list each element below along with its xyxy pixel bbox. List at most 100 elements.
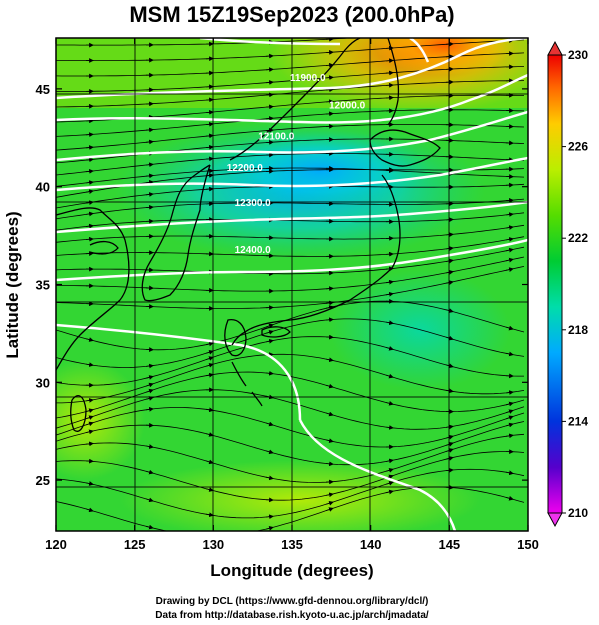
streamline-arrow [205,356,214,361]
lat-lon-grid [56,38,528,531]
streamline-arrow [265,421,274,427]
streamline-arrow [385,425,394,430]
streamline-arrow [85,421,94,427]
streamline-arrow [85,408,94,413]
streamline-arrow [325,492,334,498]
streamline-arrow [85,337,94,342]
streamline-arrow [265,370,274,376]
streamline-arrow [325,461,334,467]
x-axis-ticks: 120 125 130 135 140 145 150 [45,38,539,552]
streamline-arrow [325,357,334,363]
streamline-arrow [265,449,274,455]
streamline-arrow [385,373,394,379]
x-tick-label: 145 [438,537,460,552]
streamline-arrow [205,372,214,378]
coast-hokkaido [369,129,441,167]
streamline-arrow [145,524,154,530]
streamline-arrow [505,212,514,217]
streamline-arrow [505,247,514,253]
streamline-arrow [265,116,274,121]
map-title: MSM 15Z19Sep2023 (200.0hPa) [129,2,454,27]
streamline-arrow [205,407,214,413]
streamline-arrow [145,139,154,145]
streamline-arrow [145,388,154,394]
streamline-arrow [205,109,214,115]
streamline-arrow [85,157,94,163]
y-tick-label: 25 [36,473,50,488]
colorbar-tick-label: 218 [568,323,588,337]
streamline-arrow [265,514,274,520]
streamline-arrow [325,87,334,93]
streamline-arrow [85,362,94,367]
streamline-arrow [385,458,394,464]
streamline [56,38,355,46]
streamline-arrow [205,362,214,368]
yellow-region-s [120,460,480,531]
contour-label: 12300.0 [235,198,272,209]
streamline-arrow [505,415,514,421]
streamline-arrow [85,211,94,217]
x-tick-label: 135 [281,537,303,552]
streamline-arrow [145,396,154,401]
streamline-arrow [265,338,274,344]
streamline-layer [56,38,525,531]
coast-kyushu [224,319,247,357]
colorbar-tick-label: 210 [568,506,588,520]
colorbar-bottom-triangle [547,512,563,528]
streamline-arrow [505,390,514,395]
x-tick-label: 130 [202,537,224,552]
streamline-arrow [505,433,514,439]
streamline-arrow [205,156,214,162]
streamline-arrow [205,459,214,465]
streamline-arrow [385,489,394,495]
streamline-arrow [85,481,94,486]
streamline-arrow [325,383,334,389]
streamline-arrow [385,346,394,351]
streamline-arrow [505,401,514,407]
colorbar-tick-label: 230 [568,48,588,62]
streamline-arrow [325,317,334,323]
streamline-arrow [505,409,514,414]
contour-labels: 11900.0 12000.0 12100.0 12200.0 12300.0 12400… [227,73,366,256]
streamline-arrow [85,145,94,150]
streamline-arrow [385,291,394,297]
streamline-arrow [85,415,94,420]
colorbar-tick-label: 222 [568,231,588,245]
streamline-arrow [145,407,154,412]
streamline-arrow [85,236,94,242]
coast-russia-primorye [229,38,361,161]
streamline-arrow [145,127,154,133]
streamline-arrow [385,468,394,473]
coast-taiwan [70,395,87,432]
x-tick-label: 125 [124,537,146,552]
streamline-arrow [325,305,334,310]
streamline-arrow [385,480,394,486]
contour-label: 12200.0 [227,163,264,174]
credit-drawing: Drawing by DCL (https://www.gfd-dennou.o… [156,596,429,607]
streamline-arrow [145,469,154,475]
streamline-arrow [85,223,94,229]
streamline-arrow [205,144,214,150]
streamline-arrow [85,507,94,513]
colorbar-ticks: 210 214 218 222 226 230 [562,48,588,520]
y-tick-label: 30 [36,375,50,390]
streamline-arrow [505,237,514,242]
contour-label: 12100.0 [258,132,295,143]
streamline-arrow [205,97,214,103]
streamline-arrow [145,497,154,503]
streamline-arrow [205,341,214,347]
streamline-arrow [265,475,274,481]
streamline-arrow [505,351,514,357]
streamline-arrow [265,323,274,329]
streamline-arrow [505,267,514,272]
streamline-arrow [265,80,274,85]
streamline-arrow [325,411,334,417]
contour-label: 11900.0 [290,73,326,84]
colorbar-gradient [547,54,563,514]
colorbar-tick-label: 214 [568,414,588,428]
x-axis-label: Longitude (degrees) [210,561,373,580]
streamline-arrow [205,121,214,127]
streamline-arrow [205,349,214,355]
streamline-arrow [385,279,394,285]
